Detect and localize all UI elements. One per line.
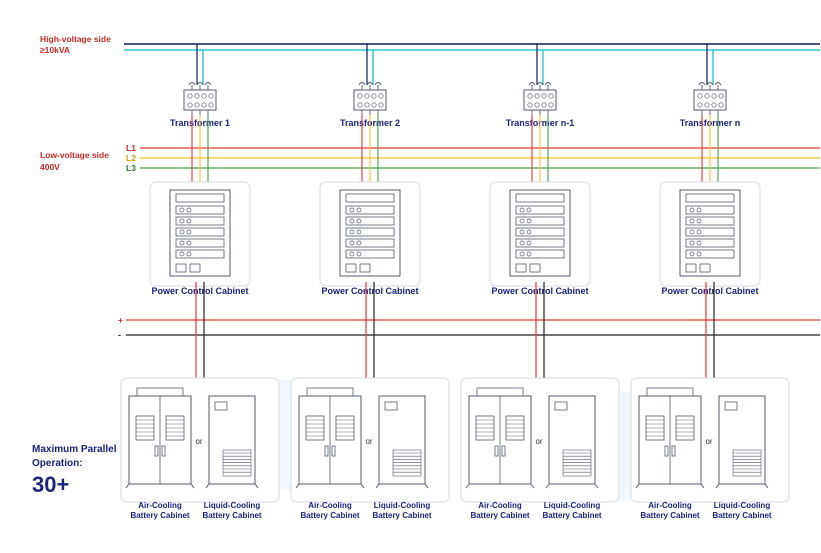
svg-text:Liquid-Cooling: Liquid-Cooling — [544, 501, 601, 510]
transformer-icon — [524, 83, 556, 116]
svg-text:Liquid-Cooling: Liquid-Cooling — [714, 501, 771, 510]
svg-text:Battery Cabinet: Battery Cabinet — [130, 511, 189, 520]
svg-text:Battery Cabinet: Battery Cabinet — [300, 511, 359, 520]
svg-text:Battery Cabinet: Battery Cabinet — [202, 511, 261, 520]
svg-text:400V: 400V — [40, 162, 60, 172]
svg-text:Battery Cabinet: Battery Cabinet — [542, 511, 601, 520]
svg-text:Power Control Cabinet: Power Control Cabinet — [661, 286, 758, 296]
svg-text:High-voltage side: High-voltage side — [40, 34, 111, 44]
svg-text:Air-Cooling: Air-Cooling — [648, 501, 692, 510]
svg-text:Air-Cooling: Air-Cooling — [138, 501, 182, 510]
svg-text:Battery Cabinet: Battery Cabinet — [470, 511, 529, 520]
svg-text:or: or — [365, 437, 372, 446]
svg-text:Power Control Cabinet: Power Control Cabinet — [321, 286, 418, 296]
svg-text:30+: 30+ — [32, 472, 69, 497]
transformer-icon — [354, 83, 386, 116]
transformer-icon — [694, 83, 726, 116]
svg-text:L3: L3 — [126, 163, 136, 173]
svg-text:Air-Cooling: Air-Cooling — [308, 501, 352, 510]
svg-text:or: or — [535, 437, 542, 446]
svg-text:Operation:: Operation: — [32, 458, 83, 469]
svg-text:Low-voltage side: Low-voltage side — [40, 150, 109, 160]
svg-text:Battery Cabinet: Battery Cabinet — [640, 511, 699, 520]
svg-text:L1: L1 — [126, 143, 136, 153]
svg-text:Power Control Cabinet: Power Control Cabinet — [151, 286, 248, 296]
transformer-icon — [184, 83, 216, 116]
svg-text:Battery Cabinet: Battery Cabinet — [372, 511, 431, 520]
svg-text:or: or — [705, 437, 712, 446]
svg-text:Power Control Cabinet: Power Control Cabinet — [491, 286, 588, 296]
svg-text:+: + — [118, 315, 123, 325]
svg-text:Maximum Parallel: Maximum Parallel — [32, 444, 117, 455]
svg-text:-: - — [118, 330, 121, 340]
svg-text:or: or — [195, 437, 202, 446]
svg-text:≥10kVA: ≥10kVA — [40, 45, 70, 55]
svg-text:Air-Cooling: Air-Cooling — [478, 501, 522, 510]
svg-text:Battery Cabinet: Battery Cabinet — [712, 511, 771, 520]
svg-text:Liquid-Cooling: Liquid-Cooling — [374, 501, 431, 510]
svg-text:L2: L2 — [126, 153, 136, 163]
svg-text:Liquid-Cooling: Liquid-Cooling — [204, 501, 261, 510]
